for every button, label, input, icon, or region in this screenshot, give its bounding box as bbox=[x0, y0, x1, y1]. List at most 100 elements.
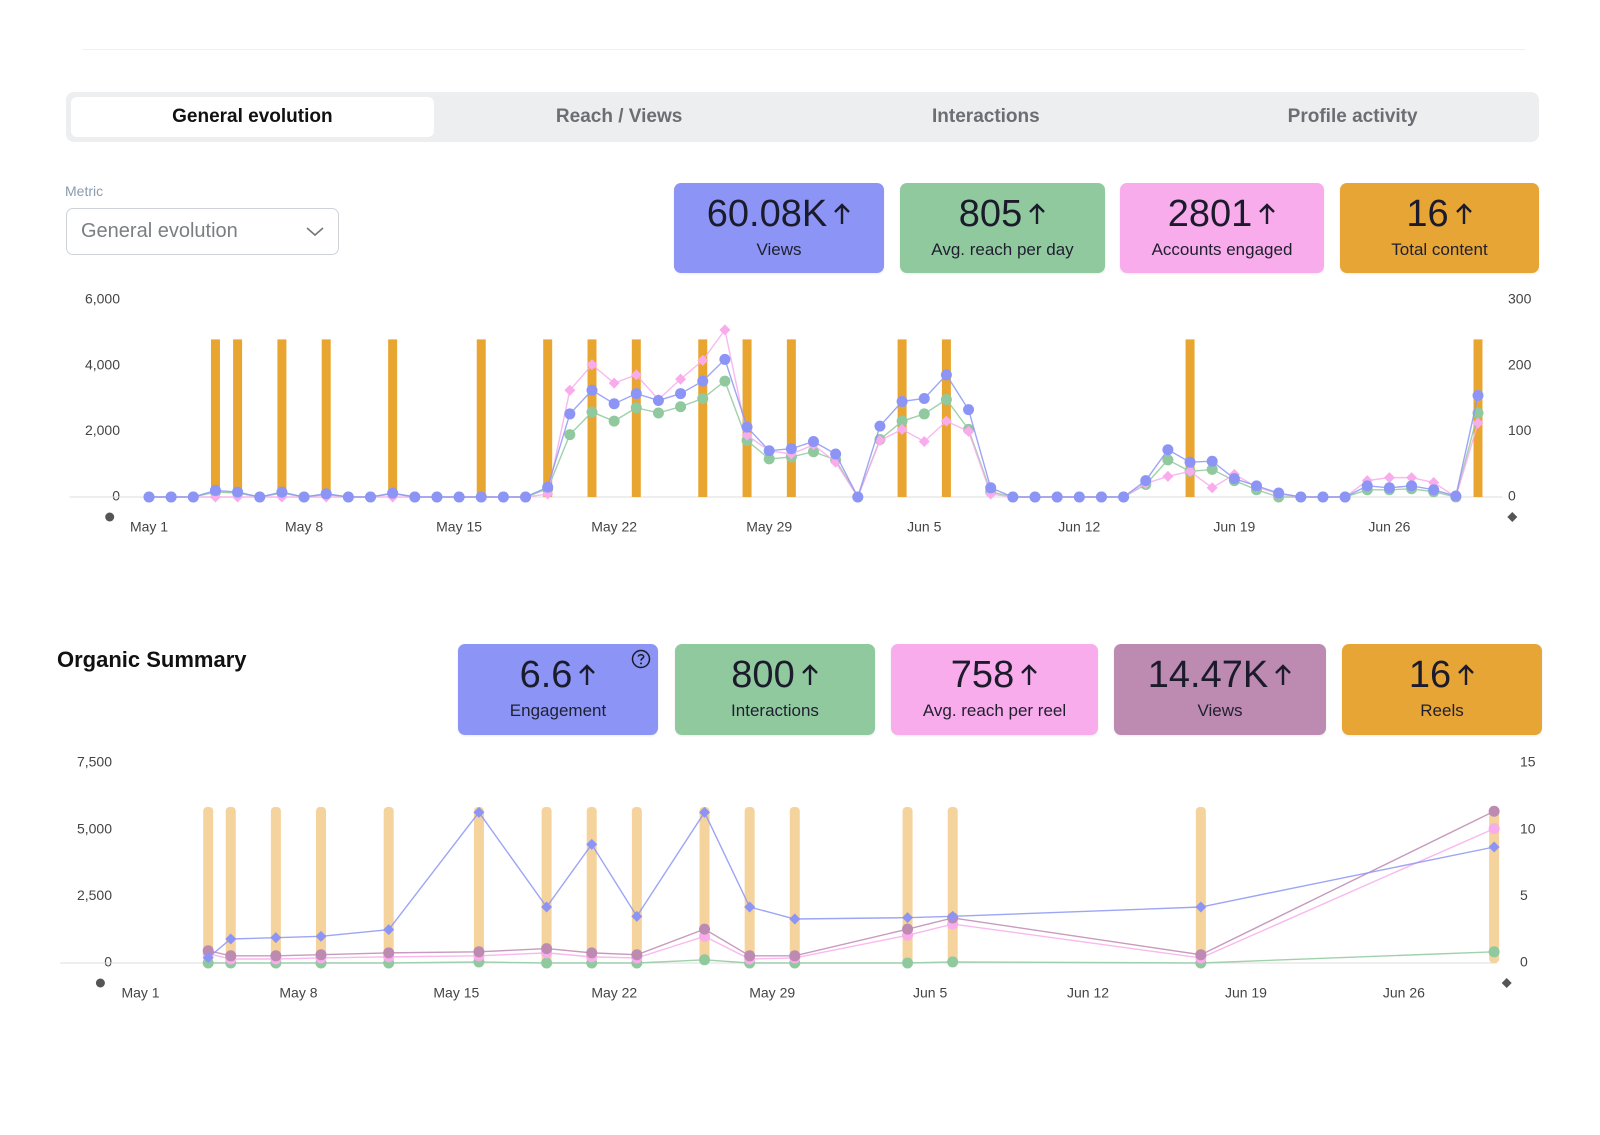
arrow-up-icon bbox=[1458, 664, 1474, 685]
y2-tick-label: 0 bbox=[1520, 954, 1528, 970]
tab[interactable]: Reach / Views bbox=[555, 106, 683, 127]
y-tick-label: 5,000 bbox=[77, 820, 112, 836]
arrow-shape bbox=[1458, 664, 1474, 685]
point bbox=[542, 481, 554, 493]
point bbox=[383, 924, 395, 936]
y2-tick-label: 5 bbox=[1520, 887, 1528, 903]
metric-select[interactable]: General evolution bbox=[66, 208, 339, 255]
point bbox=[586, 406, 598, 418]
point bbox=[1073, 491, 1085, 503]
point bbox=[652, 394, 664, 406]
line bbox=[149, 328, 1479, 499]
kpi-value-row: 6.6 bbox=[520, 653, 597, 697]
point bbox=[918, 408, 930, 420]
kpi-card: 14.47K Views bbox=[1114, 644, 1326, 735]
point bbox=[1488, 841, 1500, 853]
line bbox=[208, 810, 1495, 957]
bar bbox=[744, 807, 755, 963]
point bbox=[1162, 470, 1174, 482]
point bbox=[1195, 901, 1207, 913]
kpi-value-row: 16 bbox=[1406, 192, 1472, 236]
point bbox=[902, 912, 914, 924]
point bbox=[276, 486, 288, 498]
point bbox=[497, 491, 509, 503]
bar bbox=[1195, 807, 1206, 963]
point bbox=[225, 950, 237, 962]
bar bbox=[631, 807, 642, 963]
line bbox=[208, 951, 1495, 964]
point bbox=[789, 950, 801, 962]
x-tick-label: Jun 26 bbox=[1368, 519, 1410, 535]
point bbox=[963, 404, 975, 416]
point bbox=[586, 838, 598, 850]
point bbox=[1488, 946, 1500, 958]
point bbox=[763, 453, 775, 465]
bar bbox=[1185, 339, 1195, 497]
point bbox=[473, 806, 485, 818]
help-icon[interactable] bbox=[631, 649, 651, 669]
bar bbox=[210, 339, 220, 497]
x-tick-label: May 15 bbox=[436, 519, 482, 535]
point bbox=[699, 954, 711, 966]
point bbox=[608, 415, 620, 427]
point bbox=[675, 373, 687, 385]
point bbox=[808, 436, 819, 448]
kpi-label: Interactions bbox=[731, 701, 819, 720]
point bbox=[1251, 480, 1262, 492]
kpi-label: Engagement bbox=[509, 701, 607, 720]
point bbox=[473, 946, 485, 958]
tab[interactable]: Interactions bbox=[932, 106, 1040, 127]
point bbox=[1184, 456, 1196, 468]
kpi-value: 800 bbox=[731, 654, 795, 696]
point bbox=[254, 491, 266, 503]
kpi-label: Accounts engaged bbox=[1151, 240, 1293, 259]
point bbox=[608, 398, 620, 410]
arrow-shape bbox=[1021, 664, 1038, 685]
point bbox=[830, 448, 842, 460]
point bbox=[1007, 491, 1019, 503]
x-tick-label: Jun 19 bbox=[1225, 985, 1267, 1001]
arrow-shape bbox=[1275, 664, 1292, 685]
point bbox=[631, 910, 643, 922]
point bbox=[1472, 390, 1484, 402]
point bbox=[652, 407, 664, 419]
point bbox=[209, 484, 221, 496]
point bbox=[896, 395, 908, 407]
arrow-shape bbox=[1029, 203, 1046, 224]
x-tick-label: Jun 5 bbox=[913, 985, 947, 1001]
point bbox=[586, 384, 598, 396]
x-tick-label: May 1 bbox=[121, 985, 159, 1001]
y-tick-label: 2,500 bbox=[77, 887, 112, 903]
kpi-card: 16 Reels bbox=[1342, 644, 1542, 735]
axis-start-marker bbox=[105, 512, 115, 522]
point bbox=[475, 491, 487, 503]
point bbox=[947, 910, 959, 922]
bar bbox=[786, 339, 796, 497]
divider bbox=[82, 49, 1525, 50]
bar bbox=[789, 807, 800, 963]
point bbox=[785, 443, 797, 455]
arrow-shape bbox=[834, 203, 851, 224]
point bbox=[947, 956, 959, 968]
point bbox=[1162, 454, 1174, 466]
bar bbox=[631, 339, 641, 497]
x-tick-label: Jun 26 bbox=[1383, 985, 1425, 1001]
tab[interactable]: Profile activity bbox=[1287, 106, 1418, 127]
point bbox=[143, 491, 155, 503]
point bbox=[202, 952, 214, 964]
kpi-value-row: 14.47K bbox=[1148, 653, 1292, 697]
point bbox=[874, 435, 886, 447]
point bbox=[697, 375, 709, 387]
point bbox=[699, 923, 711, 935]
arrow-up-icon bbox=[1259, 203, 1276, 224]
y2-tick-label: 200 bbox=[1508, 356, 1532, 372]
point bbox=[270, 932, 282, 944]
point bbox=[744, 901, 756, 913]
kpi-card: 16 Total content bbox=[1340, 183, 1539, 273]
tab[interactable]: General evolution bbox=[71, 97, 434, 137]
point bbox=[1383, 482, 1395, 494]
metric-label: Metric bbox=[65, 183, 104, 199]
tab-bar: General evolution Reach / Views Interactio… bbox=[66, 92, 1539, 142]
kpi-value-row: 805 bbox=[959, 192, 1046, 236]
